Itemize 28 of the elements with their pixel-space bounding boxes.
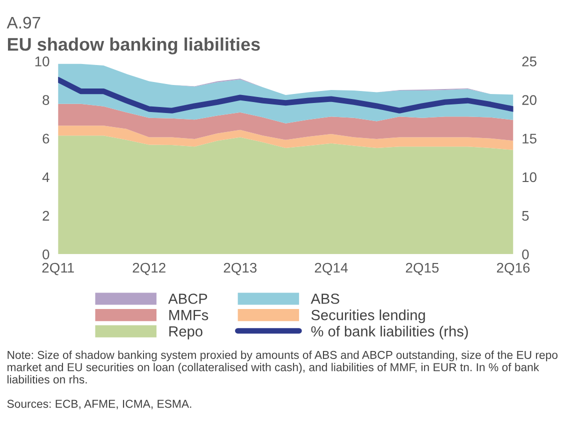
legend-label: % of bank liabilities (rhs) [311, 326, 468, 340]
x-tick-label: 2Q16 [496, 262, 530, 276]
y2-tick-label: 10 [522, 172, 536, 182]
y2-tick-label: 15 [522, 134, 536, 144]
chart-title: EU shadow banking liabilities [8, 37, 260, 54]
y2-tick-label: 20 [522, 95, 536, 105]
legend-label: Repo [169, 326, 202, 340]
legend-label: ABCP [168, 294, 208, 304]
x-tick-label: 2Q15 [406, 262, 439, 276]
text: A.97 [6, 16, 40, 29]
x-tick-label: 2Q14 [314, 262, 348, 276]
y-tick-label: 0 [42, 249, 50, 260]
legend-label: Securities lending [311, 310, 425, 324]
y-tick-label: 10 [35, 56, 50, 66]
y2-tick-label: 25 [522, 56, 536, 66]
y2-tick-label: 5 [522, 211, 529, 221]
source-note: Sources: ECB, AFME, ICMA, ESMA. [7, 400, 192, 410]
y-tick-label: 6 [42, 134, 50, 144]
y2-tick-label: 0 [522, 249, 529, 260]
legend-label: MMFs [169, 310, 208, 320]
x-tick-label: 2Q13 [224, 262, 257, 276]
x-tick-label: 2Q11 [42, 262, 74, 276]
y-tick-label: 4 [42, 172, 50, 182]
x-tick-label: 2Q12 [132, 262, 166, 276]
y-tick-label: 8 [42, 95, 50, 105]
legend-label: ABS [310, 294, 340, 304]
y-tick-label: 2 [42, 210, 50, 221]
text: Note: Size of shadow banking system proxied by amounts of ABS and ABCP outstanding, size of the EU repo market and EU securities on loan (collateralised with cash), and liabilities of MMF, in EUR tn. In % of bank liabilities on rhs. [8, 350, 558, 384]
